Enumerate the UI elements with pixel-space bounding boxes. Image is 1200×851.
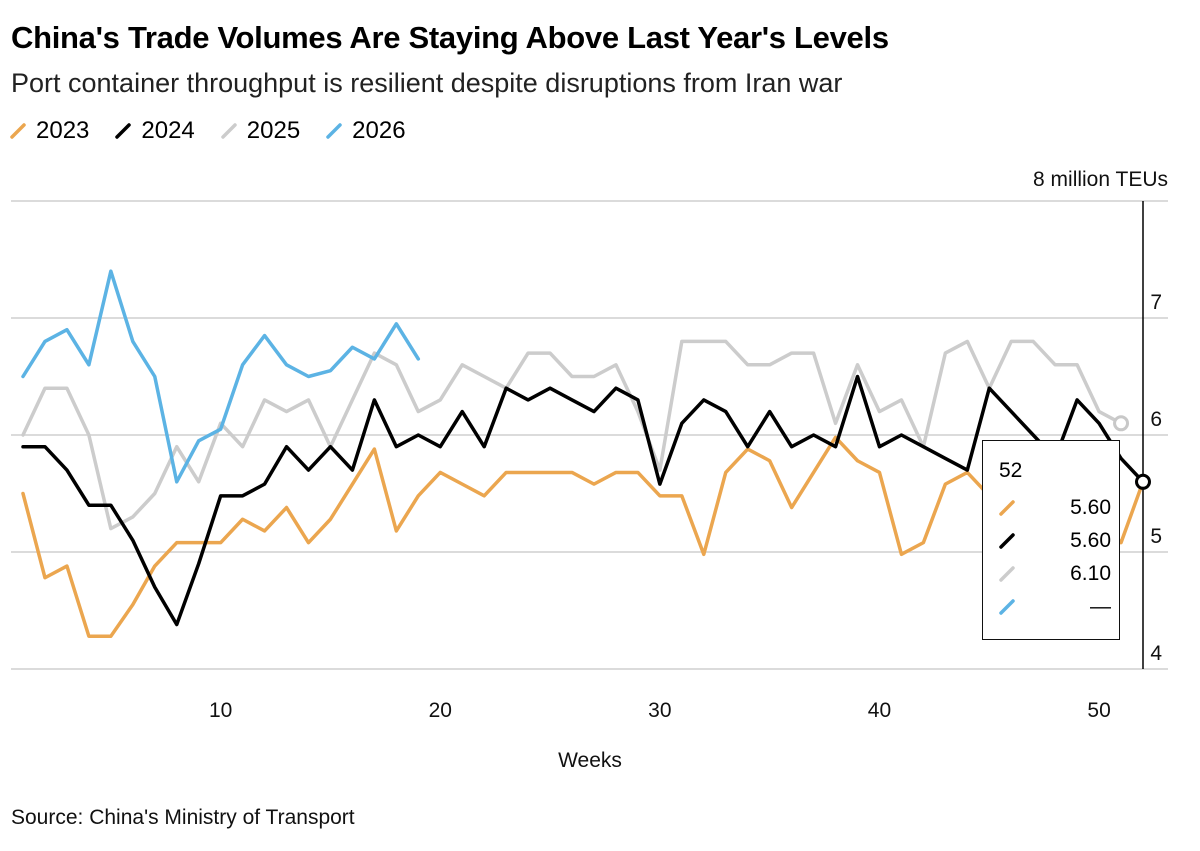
series-line-2023: [21, 435, 1145, 638]
x-tick-label-20: 20: [429, 699, 452, 722]
legend: 2023 2024 2025 2026: [10, 114, 406, 148]
line-chart[interactable]: 4 5 6 7 8 million TEUs 10 20 30 40 50 Weeks: [0, 160, 1200, 790]
series-line-2026: [21, 269, 421, 484]
legend-swatch-2023: [10, 123, 26, 139]
legend-swatch-line-2024: [115, 123, 132, 139]
marker-2024: [1135, 473, 1151, 490]
source-note: Source: China's Ministry of Transport: [11, 806, 355, 829]
legend-item-2023: 2023: [10, 117, 89, 145]
legend-swatch-2025: [221, 123, 237, 139]
marker-2025: [1113, 415, 1130, 432]
legend-label-2023: 2023: [36, 117, 90, 144]
series-line-2024: [21, 374, 1145, 627]
series-lines: [21, 269, 1145, 638]
tooltip-row-2023: 5.60: [999, 493, 1111, 523]
tooltip-swatch-2023: [999, 500, 1015, 516]
legend-label-2025: 2025: [246, 117, 301, 144]
series-line-2025: [21, 339, 1123, 531]
tooltip-week: 52: [999, 459, 1023, 482]
tooltip-value-2025: 6.10: [1070, 562, 1111, 585]
y-tick-label-6: 6: [1150, 408, 1162, 431]
tooltip-swatch-2024: [999, 533, 1015, 549]
tooltip-swatch-line-2026: [999, 599, 1015, 615]
x-axis-label: Weeks: [558, 749, 622, 772]
legend-item-2025: 2025: [221, 117, 300, 145]
legend-swatch-line-2023: [10, 123, 26, 139]
legend-swatch-line-2026: [326, 123, 342, 139]
chart-subtitle: Port container throughput is resilient d…: [11, 68, 843, 98]
tooltip-swatch-line-2024: [999, 533, 1015, 549]
x-tick-label-10: 10: [209, 699, 232, 722]
x-tick-labels: 10 20 30 40 50: [209, 699, 1111, 722]
tooltip-swatch-2026: [999, 599, 1015, 615]
legend-item-2026: 2026: [326, 117, 406, 145]
y-tick-label-4: 4: [1150, 642, 1162, 665]
y-tick-label-7: 7: [1150, 291, 1162, 314]
legend-label-2024: 2024: [141, 117, 195, 144]
tooltip-value-2023: 5.60: [1070, 496, 1111, 519]
legend-item-2024: 2024: [115, 117, 195, 145]
tooltip-row-2024: 5.60: [999, 526, 1111, 556]
tooltip-swatch-line-2023: [999, 500, 1015, 516]
tooltip-row-2026: —: [999, 592, 1111, 622]
legend-label-2026: 2026: [352, 117, 406, 144]
legend-swatch-line-2025: [221, 123, 237, 139]
legend-swatch-2024: [115, 123, 132, 139]
x-tick-label-50: 50: [1087, 699, 1110, 722]
tooltip-swatch-line-2025: [999, 566, 1015, 582]
y-tick-label-5: 5: [1150, 525, 1162, 548]
tooltip-value-2026: —: [1090, 595, 1111, 618]
tooltip: 52 5.60 5.60 6.10 —: [982, 440, 1120, 640]
chart-title: China's Trade Volumes Are Staying Above …: [11, 20, 889, 55]
x-tick-label-30: 30: [648, 699, 671, 722]
legend-swatch-2026: [326, 123, 342, 139]
tooltip-swatch-2025: [999, 566, 1015, 582]
x-tick-label-40: 40: [868, 699, 891, 722]
y-unit-label: 8 million TEUs: [1033, 168, 1168, 191]
highlight-markers: [1113, 415, 1151, 490]
tooltip-value-2024: 5.60: [1070, 529, 1111, 552]
tooltip-row-2025: 6.10: [999, 559, 1111, 589]
y-tick-labels: 4 5 6 7: [1150, 291, 1162, 665]
